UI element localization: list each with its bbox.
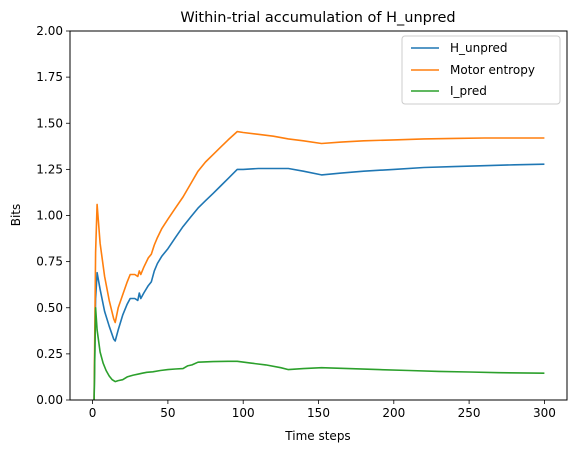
y-tick-label: 1.75 xyxy=(36,70,63,84)
legend-box xyxy=(401,35,561,105)
series-line-motor-entropy xyxy=(93,130,545,400)
series-layer xyxy=(93,130,545,400)
x-tick-label: 150 xyxy=(307,406,330,420)
y-tick-label: 1.25 xyxy=(36,162,63,176)
x-tick-label: 200 xyxy=(382,406,405,420)
y-tick-label: 2.00 xyxy=(36,24,63,38)
series-line-h-unpred xyxy=(93,163,545,400)
y-tick-label: 0.50 xyxy=(36,301,63,315)
chart-title: Within-trial accumulation of H_unpred xyxy=(180,10,455,26)
y-axis-label: Bits xyxy=(9,204,23,227)
legend-label-motor-entropy: Motor entropy xyxy=(450,63,535,77)
x-axis: 0 50 100 150 200 250 300 xyxy=(89,400,556,420)
y-tick-label: 1.50 xyxy=(36,116,63,130)
x-tick-label: 300 xyxy=(533,406,556,420)
y-tick-label: 1.00 xyxy=(36,209,63,223)
legend: H_unpred Motor entropy I_pred xyxy=(401,35,561,105)
y-axis: 0.00 0.25 0.50 0.75 1.00 1.25 1.50 1.75 2.00 xyxy=(36,24,70,407)
x-tick-label: 100 xyxy=(232,406,255,420)
legend-label-h-unpred: H_unpred xyxy=(450,41,508,55)
y-tick-label: 0.75 xyxy=(36,255,63,269)
y-tick-label: 0.25 xyxy=(36,347,63,361)
x-tick-label: 0 xyxy=(89,406,97,420)
y-tick-label: 0.00 xyxy=(36,393,63,407)
legend-label-i-pred: I_pred xyxy=(450,84,487,98)
series-line-i-pred xyxy=(93,306,545,400)
x-tick-label: 50 xyxy=(160,406,175,420)
x-axis-label: Time steps xyxy=(284,429,350,443)
x-tick-label: 250 xyxy=(458,406,481,420)
